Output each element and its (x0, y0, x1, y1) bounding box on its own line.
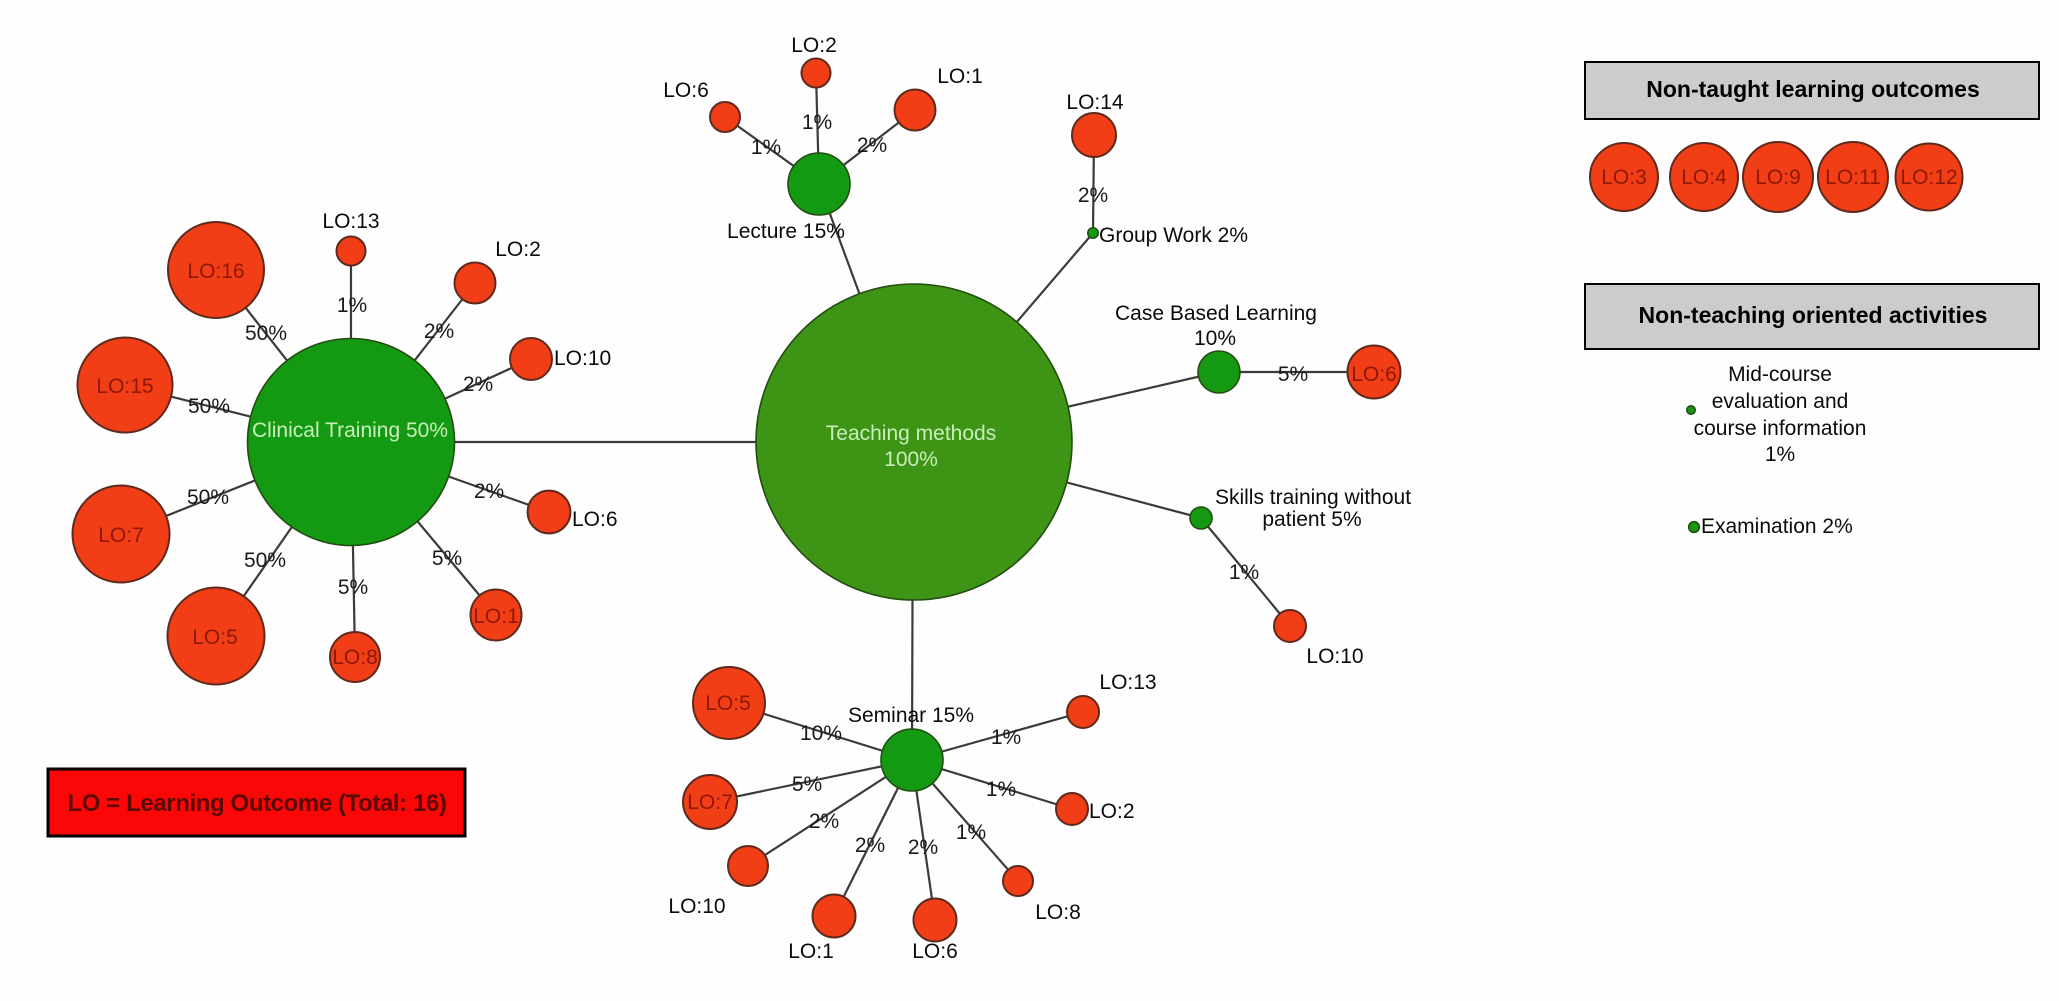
svg-text:50%: 50% (245, 322, 287, 345)
svg-text:LO:1: LO:1 (937, 65, 983, 88)
svg-text:course information: course information (1694, 417, 1867, 440)
svg-text:LO:2: LO:2 (1089, 800, 1135, 823)
svg-text:LO:7: LO:7 (98, 524, 144, 547)
svg-text:LO:16: LO:16 (187, 260, 244, 283)
svg-text:10%: 10% (1194, 327, 1236, 350)
svg-text:LO:5: LO:5 (192, 626, 238, 649)
svg-text:LO:14: LO:14 (1066, 91, 1124, 114)
svg-text:LO:1: LO:1 (788, 940, 834, 963)
svg-text:2%: 2% (809, 810, 839, 833)
svg-text:2%: 2% (908, 836, 938, 859)
svg-text:LO:1: LO:1 (473, 605, 519, 628)
svg-text:1%: 1% (1765, 443, 1795, 466)
svg-text:2%: 2% (463, 373, 493, 396)
svg-text:LO:12: LO:12 (1900, 166, 1957, 189)
svg-text:LO:6: LO:6 (572, 508, 618, 531)
svg-text:1%: 1% (337, 294, 367, 317)
svg-text:5%: 5% (1278, 363, 1308, 386)
svg-text:1%: 1% (1229, 561, 1259, 584)
svg-text:2%: 2% (855, 834, 885, 857)
svg-text:LO:15: LO:15 (96, 375, 153, 398)
svg-text:1%: 1% (956, 821, 986, 844)
svg-text:LO:8: LO:8 (1035, 901, 1081, 924)
svg-text:2%: 2% (474, 480, 504, 503)
svg-text:LO = Learning Outcome (Total:: LO = Learning Outcome (Total: 16) (67, 790, 446, 817)
svg-text:2%: 2% (857, 134, 887, 157)
svg-text:Skills training without: Skills training without (1215, 486, 1411, 509)
svg-text:1%: 1% (991, 726, 1021, 749)
svg-text:LO:3: LO:3 (1601, 166, 1647, 189)
svg-text:Non-taught learning outcomes: Non-taught learning outcomes (1646, 76, 1980, 102)
svg-text:Clinical Training 50%: Clinical Training 50% (252, 419, 448, 442)
svg-text:LO:2: LO:2 (791, 34, 837, 57)
svg-text:50%: 50% (244, 549, 286, 572)
svg-text:LO:13: LO:13 (322, 210, 379, 233)
svg-text:LO:4: LO:4 (1681, 166, 1727, 189)
svg-text:LO:8: LO:8 (332, 646, 378, 669)
svg-text:2%: 2% (424, 320, 454, 343)
svg-text:Non-teaching oriented activiti: Non-teaching oriented activities (1639, 302, 1988, 328)
svg-text:LO:10: LO:10 (668, 895, 725, 918)
svg-text:100%: 100% (884, 448, 938, 471)
svg-text:10%: 10% (800, 722, 842, 745)
svg-text:LO:13: LO:13 (1099, 671, 1156, 694)
svg-text:50%: 50% (188, 395, 230, 418)
svg-text:1%: 1% (802, 111, 832, 134)
svg-text:Case Based Learning: Case Based Learning (1115, 302, 1317, 325)
svg-text:LO:5: LO:5 (705, 692, 751, 715)
svg-text:LO:9: LO:9 (1755, 166, 1801, 189)
svg-text:LO:2: LO:2 (495, 238, 541, 261)
svg-text:evaluation and: evaluation and (1712, 390, 1849, 413)
svg-text:patient 5%: patient 5% (1262, 508, 1361, 531)
svg-text:1%: 1% (986, 778, 1016, 801)
svg-text:1%: 1% (751, 136, 781, 159)
svg-text:LO:10: LO:10 (554, 347, 611, 370)
svg-text:Teaching methods: Teaching methods (826, 422, 996, 445)
svg-text:5%: 5% (432, 547, 462, 570)
svg-text:Seminar 15%: Seminar 15% (848, 704, 974, 727)
svg-text:Group Work 2%: Group Work 2% (1099, 224, 1248, 247)
svg-text:LO:6: LO:6 (663, 79, 709, 102)
svg-text:Mid-course: Mid-course (1728, 363, 1832, 386)
svg-text:5%: 5% (792, 773, 822, 796)
svg-text:LO:11: LO:11 (1825, 166, 1881, 189)
svg-text:5%: 5% (338, 576, 368, 599)
svg-text:2%: 2% (1078, 184, 1108, 207)
svg-text:Examination 2%: Examination 2% (1701, 515, 1853, 538)
svg-text:50%: 50% (187, 486, 229, 509)
svg-text:LO:7: LO:7 (687, 791, 733, 814)
svg-text:LO:6: LO:6 (1351, 363, 1397, 386)
svg-text:LO:6: LO:6 (912, 940, 958, 963)
svg-text:LO:10: LO:10 (1306, 645, 1363, 668)
svg-text:Lecture 15%: Lecture 15% (727, 220, 845, 243)
